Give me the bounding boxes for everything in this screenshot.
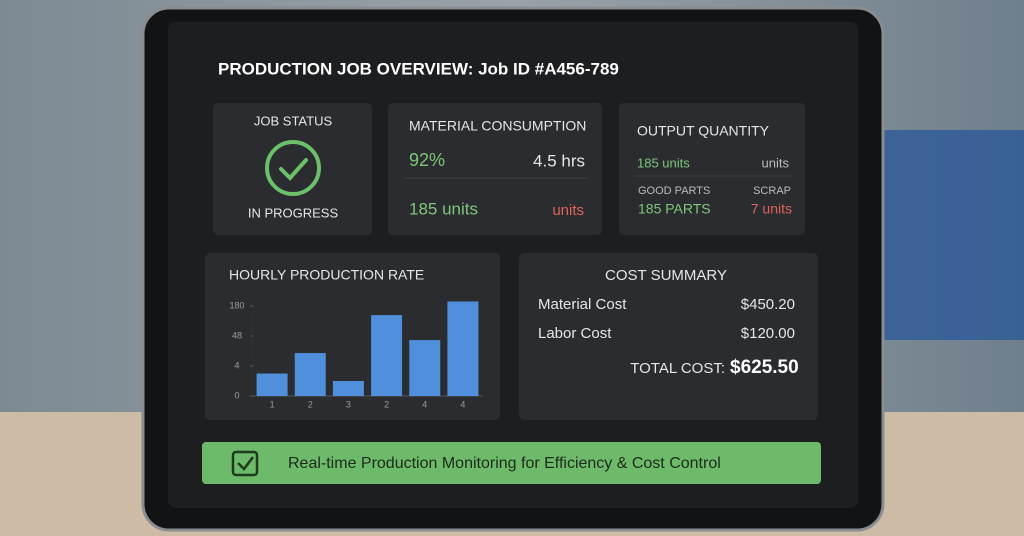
scrap: 7 units xyxy=(751,201,792,217)
card-title: HOURLY PRODUCTION RATE xyxy=(229,267,424,283)
card xyxy=(388,103,602,235)
x-tick-label: 4 xyxy=(422,399,427,409)
banner-text: Real-time Production Monitoring for Effi… xyxy=(288,455,721,472)
card xyxy=(519,253,818,420)
bar xyxy=(294,353,326,396)
status-icon xyxy=(265,140,321,196)
bar xyxy=(371,315,403,396)
units: 185 units xyxy=(409,199,478,218)
cost-value: $120.00 xyxy=(741,325,795,342)
cost-label: Material Cost xyxy=(538,296,627,313)
card-title: MATERIAL CONSUMPTION xyxy=(409,118,586,134)
cost-value: $450.20 xyxy=(741,296,795,313)
label: SCRAP xyxy=(753,185,791,197)
x-tick-label: 1 xyxy=(270,399,275,409)
units: units xyxy=(762,155,790,170)
good-parts: 185 PARTS xyxy=(638,201,711,217)
y-tick-label: 48 xyxy=(232,330,242,340)
y-tick-label: 180 xyxy=(229,300,244,310)
check xyxy=(279,158,308,181)
x-tick-label: 4 xyxy=(460,399,465,409)
card-title: JOB STATUS xyxy=(254,113,333,128)
machine xyxy=(880,130,1024,340)
y-tick-label: 4 xyxy=(234,360,239,370)
card xyxy=(213,103,372,235)
card-title: COST SUMMARY xyxy=(605,267,727,284)
title: PRODUCTION JOB OVERVIEW: Job ID #A456-78… xyxy=(218,59,619,78)
total: $625.50 xyxy=(730,357,799,378)
units: units xyxy=(552,202,584,219)
units: 185 units xyxy=(637,155,690,170)
x-tick-label: 2 xyxy=(384,399,389,409)
x-tick-label: 3 xyxy=(346,399,351,409)
banner xyxy=(202,442,821,484)
checkbox xyxy=(231,450,259,477)
bar-chart: 0 4 48 180 1 2 3 2 4 4 xyxy=(229,300,482,409)
percent: 92% xyxy=(409,150,445,170)
x-tick-label: 2 xyxy=(308,399,313,409)
y-tick-label: 0 xyxy=(234,390,239,400)
check xyxy=(237,456,254,471)
card-title: OUTPUT QUANTITY xyxy=(637,123,770,139)
total-label: TOTAL COST: xyxy=(630,360,725,377)
bar xyxy=(332,381,364,396)
card xyxy=(619,103,805,235)
bar xyxy=(447,301,479,396)
label: GOOD PARTS xyxy=(638,185,710,197)
hours: 4.5 hrs xyxy=(533,151,585,170)
bar xyxy=(256,373,288,396)
cost-label: Labor Cost xyxy=(538,325,612,342)
bar xyxy=(409,340,441,396)
status: IN PROGRESS xyxy=(248,205,339,220)
